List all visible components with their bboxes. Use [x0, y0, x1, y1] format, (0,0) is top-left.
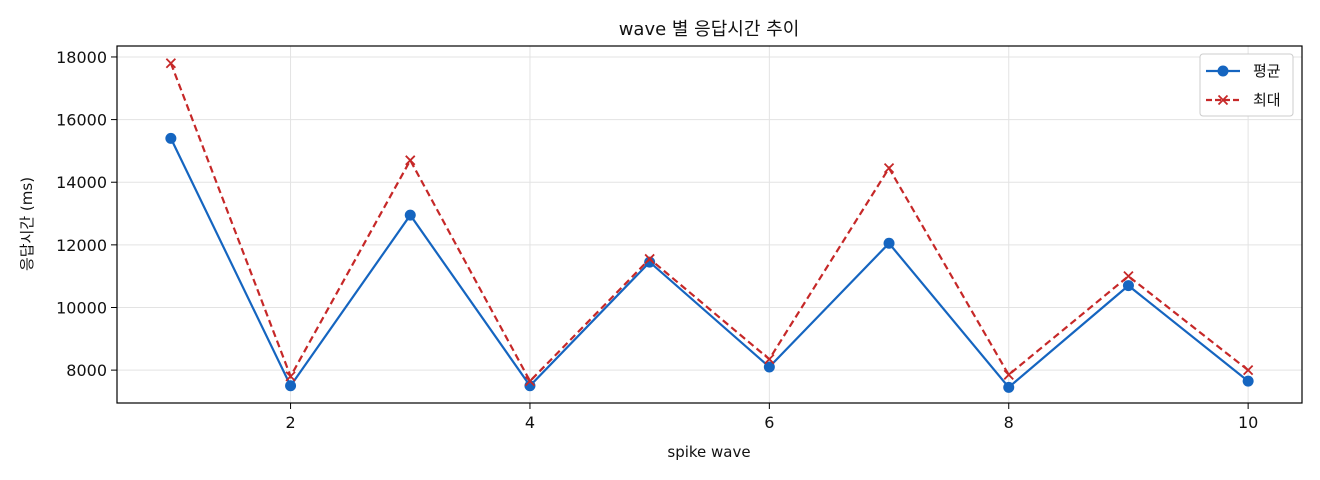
- series-line: [169, 62, 1249, 383]
- x-axis-label: spike wave: [667, 443, 750, 461]
- y-tick-label: 14000: [56, 173, 107, 192]
- data-point: [883, 162, 895, 174]
- legend-label: 평균: [1253, 62, 1281, 80]
- x-tick-label: 10: [1238, 413, 1258, 432]
- legend-marker: [1217, 94, 1229, 106]
- data-point: [644, 256, 656, 268]
- data-point: [764, 354, 775, 365]
- data-point: [285, 380, 297, 392]
- y-tick-label: 8000: [66, 361, 107, 380]
- y-tick-label: 12000: [56, 236, 107, 255]
- x-tick-label: 2: [285, 413, 295, 432]
- data-point: [405, 155, 416, 166]
- data-point: [1003, 369, 1014, 380]
- y-tick-label: 16000: [56, 111, 107, 130]
- data-point: [1242, 375, 1254, 387]
- data-point: [404, 209, 416, 221]
- data-point: [763, 361, 775, 373]
- plot-area: [116, 45, 1303, 404]
- data-point: [165, 58, 177, 69]
- chart-title: wave 별 응답시간 추이: [619, 19, 800, 40]
- x-axis-ticks: 2 4 6 8 10: [285, 403, 1258, 432]
- legend-marker: [1217, 65, 1229, 77]
- legend-label: 최대: [1253, 91, 1281, 109]
- x-tick-label: 6: [764, 413, 774, 432]
- data-point: [1003, 381, 1015, 393]
- grid: [117, 46, 1302, 403]
- series-layer: [165, 58, 1254, 393]
- y-tick-label: 10000: [56, 298, 107, 317]
- data-point: [285, 371, 296, 382]
- data-point: [644, 253, 655, 265]
- data-point: [1122, 280, 1134, 292]
- data-point: [165, 132, 177, 144]
- series-line: [169, 137, 1249, 389]
- data-point: [1123, 271, 1134, 282]
- data-point: [1243, 364, 1254, 376]
- y-axis-ticks: 8000 10000 12000 14000 16000 18000: [56, 48, 117, 380]
- y-axis-label: 응답시간 (ms): [18, 177, 36, 271]
- y-tick-label: 18000: [56, 48, 107, 67]
- x-tick-label: 4: [525, 413, 535, 432]
- data-point: [524, 375, 536, 387]
- data-point: [883, 237, 895, 249]
- x-tick-label: 8: [1004, 413, 1014, 432]
